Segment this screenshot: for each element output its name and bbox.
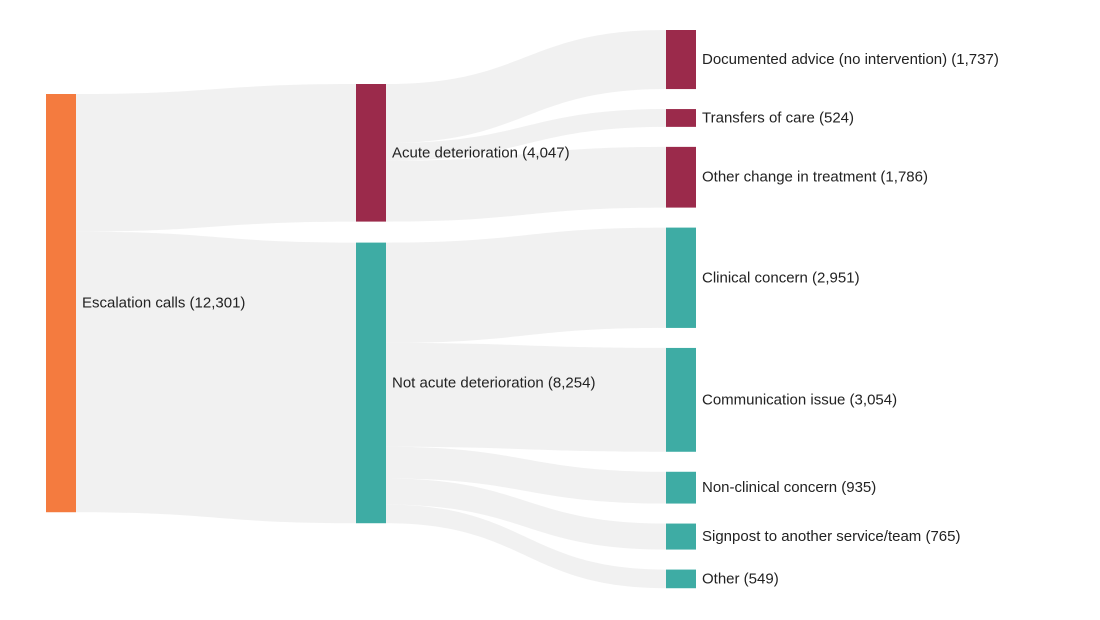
link-acute-to-other_change xyxy=(386,146,666,222)
node-bar-other_change xyxy=(666,146,696,208)
node-label-documented: Documented advice (no intervention) (1,7… xyxy=(702,51,999,68)
node-bar-documented xyxy=(666,30,696,90)
node-bar-nonclinical xyxy=(666,471,696,504)
link-not_acute-to-clinical xyxy=(386,227,666,343)
node-label-escalation: Escalation calls (12,301) xyxy=(82,295,245,312)
link-not_acute-to-signpost xyxy=(386,478,666,550)
links-layer xyxy=(76,30,666,589)
node-bar-clinical xyxy=(666,227,696,328)
link-not_acute-to-communication xyxy=(386,342,666,452)
link-not_acute-to-other xyxy=(386,504,666,589)
nodes-layer xyxy=(46,30,696,589)
link-acute-to-transfers xyxy=(386,109,666,161)
node-bar-communication xyxy=(666,347,696,452)
node-bar-not_acute xyxy=(356,242,386,524)
node-label-not_acute: Not acute deterioration (8,254) xyxy=(392,374,595,391)
node-bar-transfers xyxy=(666,109,696,127)
node-label-clinical: Clinical concern (2,951) xyxy=(702,269,860,286)
labels-layer: Escalation calls (12,301) Acute deteriora… xyxy=(82,51,999,587)
node-bar-escalation xyxy=(46,94,76,513)
node-label-other_change: Other change in treatment (1,786) xyxy=(702,169,928,186)
link-not_acute-to-nonclinical xyxy=(386,446,666,504)
link-escalation-to-acute xyxy=(76,84,356,232)
link-acute-to-documented xyxy=(386,30,666,144)
node-bar-signpost xyxy=(666,523,696,550)
link-escalation-to-not_acute xyxy=(76,231,356,524)
node-label-communication: Communication issue (3,054) xyxy=(702,391,897,408)
node-label-signpost: Signpost to another service/team (765) xyxy=(702,528,960,545)
node-bar-other xyxy=(666,569,696,589)
node-label-other: Other (549) xyxy=(702,570,779,587)
node-label-transfers: Transfers of care (524) xyxy=(702,109,854,126)
node-bar-acute xyxy=(356,84,386,222)
node-label-acute: Acute deterioration (4,047) xyxy=(392,144,570,161)
node-label-nonclinical: Non-clinical concern (935) xyxy=(702,479,876,496)
